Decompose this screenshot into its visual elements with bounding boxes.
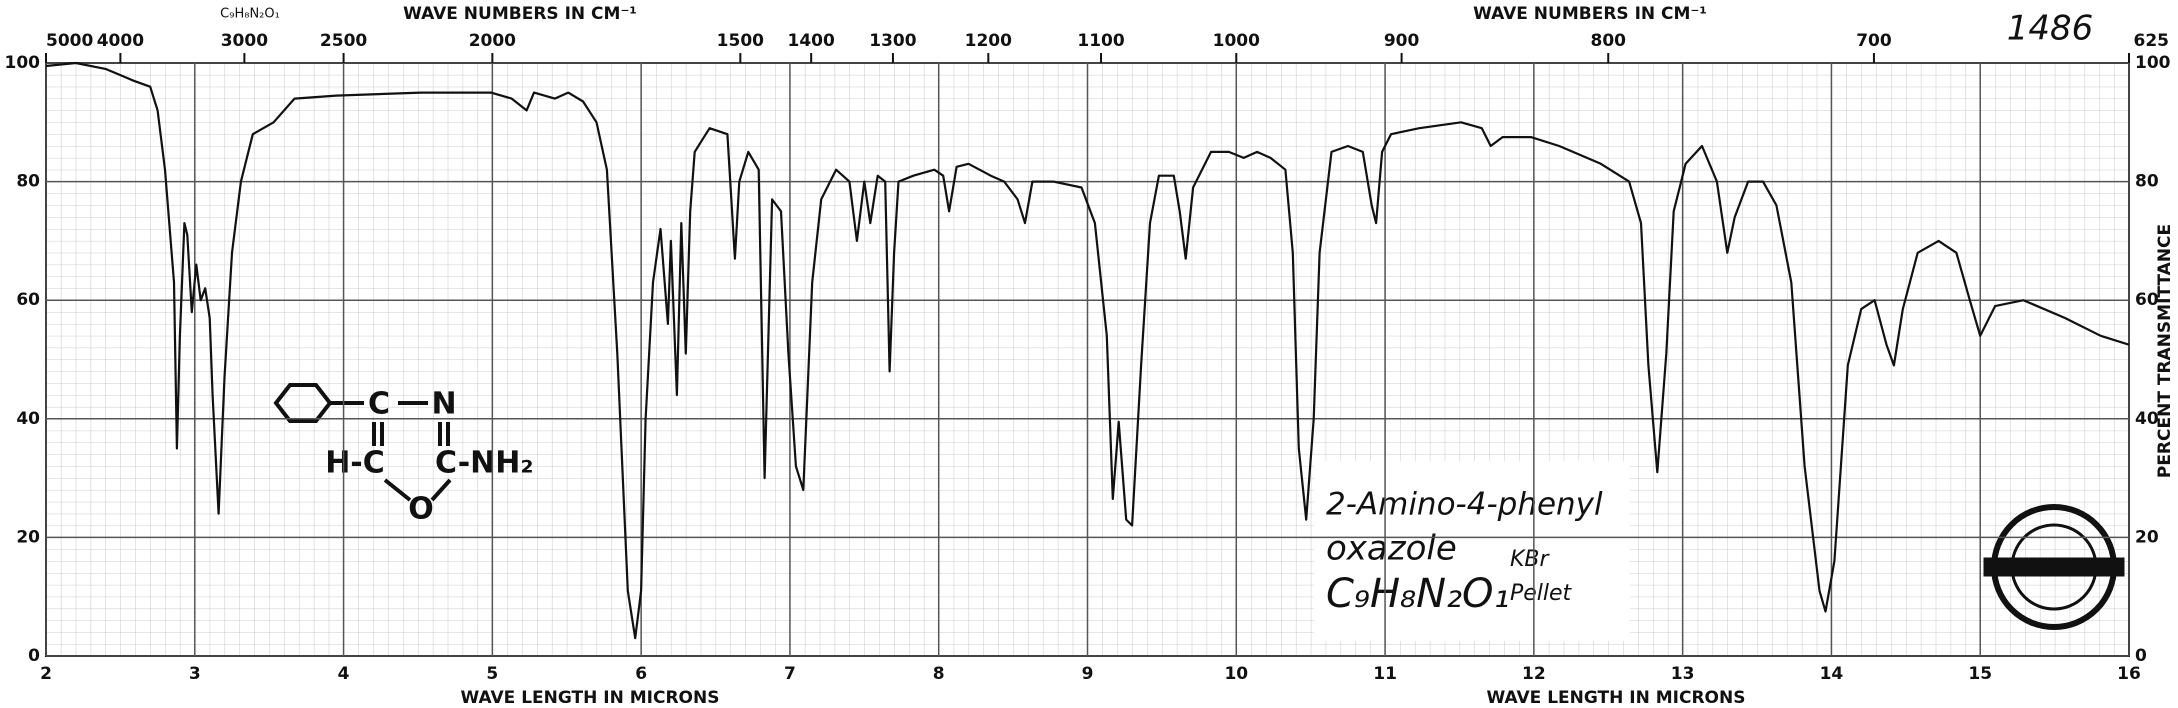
structure: [273, 383, 452, 502]
structure-label: C-NH₂: [435, 446, 534, 481]
x-tick-label: 13: [1671, 664, 1695, 684]
annotation: KBr: [1510, 547, 1551, 572]
x-axis-title: WAVE LENGTH IN MICRONS: [461, 688, 720, 708]
annotation: 2-Amino-4-phenyl: [1326, 487, 1603, 523]
y-tick-label: 40: [16, 409, 40, 429]
x-axis-title: WAVE LENGTH IN MICRONS: [1487, 688, 1746, 708]
annotation: Pellet: [1510, 581, 1573, 606]
y-tick-label: 20: [2135, 527, 2159, 547]
top-axis-title: WAVE NUMBERS IN CM⁻¹: [403, 4, 637, 24]
x-tick-label: 6: [635, 664, 647, 684]
top-tick-label: 1100: [1077, 31, 1124, 51]
y-tick-label: 20: [16, 527, 40, 547]
top-tick-label: 1000: [1213, 31, 1260, 51]
x-tick-label: 11: [1373, 664, 1397, 684]
stamp: [1983, 504, 2125, 630]
top-tick-label: 1400: [788, 31, 835, 51]
top-tick-label: 800: [1591, 31, 1627, 51]
structure-label: N: [431, 387, 456, 422]
top-tick-label: 5000: [46, 31, 93, 51]
top-tick-label: 2500: [320, 31, 367, 51]
spectrum-line: [45, 61, 2130, 640]
y-tick-label: 80: [2135, 172, 2159, 192]
y-tick-label: 0: [28, 646, 40, 666]
spectrum-number: 1486: [2007, 9, 2094, 49]
y-tick-label: 0: [2135, 646, 2147, 666]
top-tick-label: 3000: [221, 31, 268, 51]
top-tick-label: 700: [1856, 31, 1892, 51]
y-tick-label: 100: [5, 53, 41, 73]
annotation: C₉H₈N₂O₁: [1326, 571, 1510, 617]
x-tick-label: 14: [1820, 664, 1844, 684]
structure-label: H-C: [325, 446, 385, 481]
y-tick-label: 60: [16, 290, 40, 310]
top-tick-label: 1300: [869, 31, 916, 51]
x-tick-label: 8: [933, 664, 945, 684]
y-tick-label: 100: [2135, 53, 2171, 73]
top-axis-title: WAVE NUMBERS IN CM⁻¹: [1473, 4, 1707, 24]
x-tick-label: 3: [189, 664, 201, 684]
y-axis-title: PERCENT TRANSMITTANCE: [2155, 224, 2175, 478]
x-tick-label: 16: [2117, 664, 2141, 684]
x-tick-label: 7: [784, 664, 796, 684]
structure-label: C: [368, 387, 390, 422]
top-tick-label: 625: [2134, 31, 2170, 51]
top-tick-label: 4000: [97, 31, 144, 51]
top-tick-label: 1200: [965, 31, 1012, 51]
y-tick-label: 40: [2135, 409, 2159, 429]
x-tick-label: 9: [1082, 664, 1094, 684]
x-tick-label: 5: [486, 664, 498, 684]
y-tick-label: 60: [2135, 290, 2159, 310]
structure-label: O: [408, 492, 434, 527]
formula-top: C₉H₈N₂O₁: [220, 7, 280, 22]
y-tick-label: 80: [16, 172, 40, 192]
top-tick-label: 2000: [469, 31, 516, 51]
top-tick-label: 1500: [717, 31, 764, 51]
x-tick-label: 10: [1224, 664, 1248, 684]
annotation: oxazole: [1326, 529, 1457, 569]
annotation-box: [1314, 461, 1630, 641]
top-tick-label: 900: [1384, 31, 1420, 51]
x-tick-label: 4: [338, 664, 350, 684]
x-tick-label: 2: [40, 664, 52, 684]
x-tick-label: 15: [1968, 664, 1992, 684]
x-tick-label: 12: [1522, 664, 1546, 684]
